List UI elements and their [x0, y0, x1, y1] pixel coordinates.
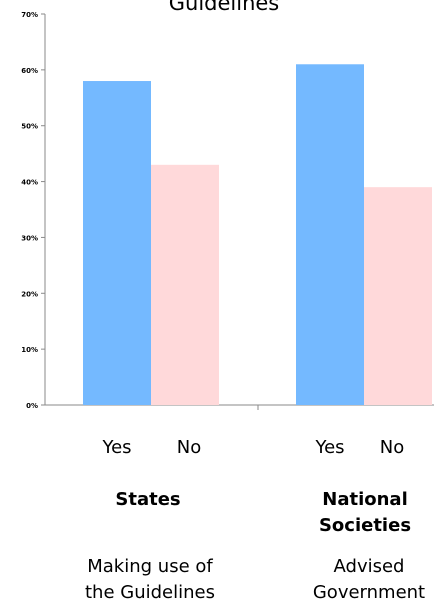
y-tick-label: 50%	[21, 123, 38, 131]
bar-no	[151, 164, 219, 405]
y-tick-label: 0%	[26, 402, 38, 410]
bar-label: No	[176, 437, 202, 458]
y-tick-label: 70%	[21, 11, 38, 19]
bar-yes	[296, 64, 364, 406]
bar-label: Yes	[315, 437, 345, 458]
bar-layer	[83, 64, 432, 406]
bar-label: Yes	[102, 437, 132, 458]
y-tick-label: 60%	[21, 67, 38, 75]
bar-label: No	[379, 437, 405, 458]
axis-layer: 0% 10% 20% 30% 40% 50% 60% 70%	[21, 11, 434, 410]
y-tick-label: 20%	[21, 290, 38, 298]
category-description: Advised Government	[312, 556, 426, 603]
chart-title: Guidelines	[168, 0, 280, 15]
category-description: Making use of the Guidelines	[85, 556, 215, 603]
bar-yes	[83, 81, 151, 406]
y-tick-label: 40%	[21, 179, 38, 187]
y-tick-label: 10%	[21, 346, 38, 354]
bar-no	[364, 187, 432, 405]
category-label: States	[115, 489, 181, 510]
y-tick-label: 30%	[21, 234, 38, 242]
category-label: National Societies	[318, 489, 412, 536]
